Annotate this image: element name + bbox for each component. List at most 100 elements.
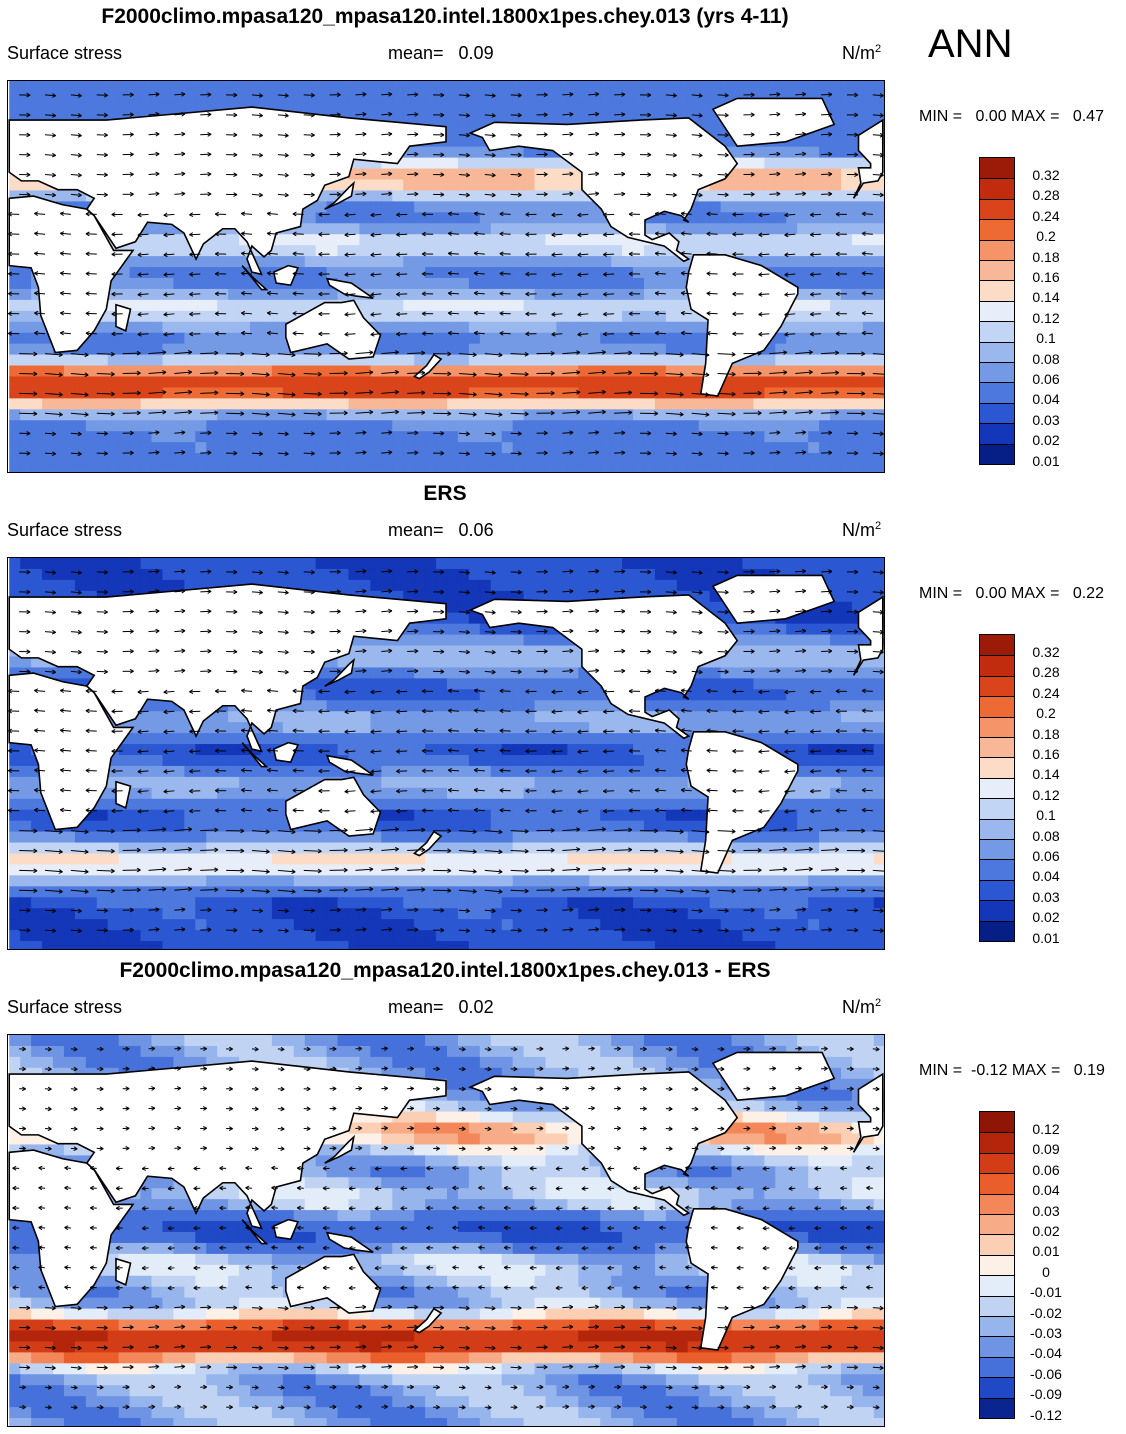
colorbar-swatch [980,696,1014,717]
colorbar-swatch [980,1356,1014,1378]
land-mass [325,1231,374,1253]
colorbar-swatch [980,675,1014,697]
land-mass [852,595,884,676]
colorbar [979,634,1015,942]
colorbar-swatch [980,402,1014,424]
colorbar-tick-label: 0.16 [1032,746,1060,762]
colorbar-swatch [980,1254,1014,1276]
colorbar-swatch [980,239,1014,260]
colorbar-swatch [980,260,1014,281]
colorbar-swatch [980,655,1014,676]
colorbar-swatch [980,737,1014,758]
min-max-label: MIN = 0.00 MAX = 0.47 [919,108,1104,125]
colorbar-tick-label: 0.04 [1032,391,1060,408]
colorbar-tick-label: 0.32 [1032,644,1060,660]
colorbar-tick-label: 0.18 [1032,725,1060,742]
land-mass [8,583,447,753]
variable-label: Surface stress [7,520,123,540]
colorbar-tick-label: 0.18 [1032,248,1060,265]
colorbar-tick-label: -0.02 [1030,1304,1062,1321]
mean-label: mean= 0.09 [388,43,494,63]
land-mass [8,195,135,354]
colorbar-swatch [980,1214,1014,1235]
map-canvas [8,558,884,949]
land-mass [685,731,799,874]
land-mass [285,1253,382,1314]
land-mass [324,180,355,210]
mean-label: mean= 0.02 [388,997,494,1017]
colorbar-swatch [980,879,1014,901]
colorbar-swatch [980,1377,1014,1398]
land-mass [324,1134,355,1164]
map-canvas [8,81,884,472]
colorbar-swatch [980,1275,1014,1296]
colorbar-swatch [980,798,1014,819]
colorbar-swatch [980,300,1014,322]
colorbar-tick-label: 0.03 [1032,888,1060,905]
colorbar-swatch [980,1316,1014,1337]
variable-label: Surface stress [7,997,123,1017]
colorbar-tick-label: 0.32 [1032,167,1060,183]
map-plot [7,80,885,473]
land-mass [685,254,799,397]
colorbar-tick-label: 0.28 [1032,187,1060,204]
colorbar-swatch [980,1152,1014,1174]
land-mass [272,741,300,764]
stress-vectors [8,568,884,934]
colorbar [979,1111,1015,1419]
colorbar-tick-label: 0.28 [1032,664,1060,681]
land-mass [115,1257,132,1286]
colorbar-swatch [980,920,1014,941]
units-label: N/m2 [842,997,882,1017]
colorbar-swatch [980,341,1014,362]
colorbar-tick-label: 0.12 [1032,1121,1060,1137]
units-label: N/m2 [842,43,882,63]
colorbar-tick-label: 0 [1042,1263,1050,1280]
colorbar-tick-label: 0.1 [1036,330,1056,347]
colorbar-tick-label: 0.08 [1032,827,1060,844]
colorbar-swatch [980,757,1014,778]
colorbar-tick-label: 0.08 [1032,350,1060,367]
colorbar-tick-label: 0.06 [1032,1161,1060,1178]
stress-vectors [8,91,884,457]
colorbar-swatch [980,443,1014,464]
colorbar-tick-label: -0.03 [1030,1325,1062,1341]
colorbar-tick-label: 0.2 [1036,228,1056,245]
colorbar-tick-label: 0.24 [1032,684,1060,701]
colorbar-tick-label: 0.03 [1032,411,1060,428]
land-mass [8,106,447,276]
colorbar-tick-label: 0.01 [1032,1243,1060,1260]
colorbar-swatch [980,1132,1014,1153]
colorbar-tick-label: 0.02 [1032,909,1060,926]
colorbar-swatch [980,716,1014,737]
panel-title: ERS [423,482,467,505]
coastlines [8,97,884,397]
colorbar-swatch [980,423,1014,444]
land-mass [241,265,269,291]
colorbar-tick-label: 0.2 [1036,705,1056,722]
colorbar-swatch [980,1193,1014,1214]
colorbar-tick-label: 0.14 [1032,766,1060,783]
land-mass [272,264,300,287]
variable-label: Surface stress [7,43,123,63]
land-mass [241,742,269,768]
mean-label: mean= 0.06 [388,520,494,540]
land-mass [468,117,739,263]
colorbar-tick-label: 0.02 [1032,1223,1060,1239]
min-max-label: MIN = 0.00 MAX = 0.22 [919,585,1104,602]
land-mass [324,657,355,687]
colorbar-swatch [980,1234,1014,1255]
panel-difference: F2000climo.mpasa120_mpasa120.intel.1800x… [0,954,1126,1431]
colorbar-swatch [980,900,1014,921]
land-mass [685,1208,799,1351]
panel-title: F2000climo.mpasa120_mpasa120.intel.1800x… [101,5,789,28]
map-canvas [8,1035,884,1426]
land-mass [285,776,382,837]
colorbar-tick-label: -0.06 [1030,1365,1062,1382]
colorbar-tick-label: 0.04 [1032,1182,1060,1199]
min-max-label: MIN = -0.12 MAX = 0.19 [919,1062,1105,1079]
colorbar-tick-label: 0.12 [1032,309,1060,326]
colorbar-tick-label: 0.06 [1032,848,1060,864]
colorbar-swatch [980,1173,1014,1194]
colorbar-tick-label: 0.12 [1032,786,1060,803]
